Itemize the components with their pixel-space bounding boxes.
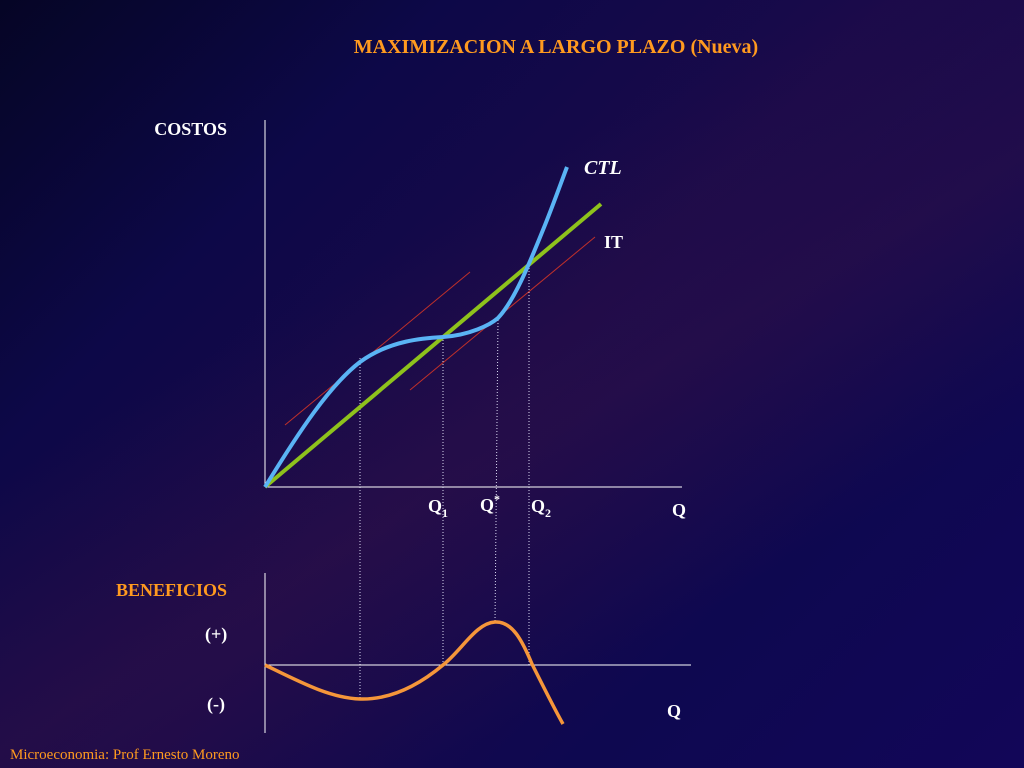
guide-line-qstar bbox=[494, 319, 499, 623]
qstar-label: Q* bbox=[480, 492, 500, 515]
q2-label: Q2 bbox=[531, 496, 551, 520]
bottom-x-axis-label: Q bbox=[667, 701, 681, 721]
positive-profit-label: (+) bbox=[205, 624, 227, 645]
top-x-axis-label: Q bbox=[672, 500, 686, 520]
negative-profit-label: (-) bbox=[207, 694, 225, 715]
footer-credit: Microeconomia: Prof Ernesto Moreno bbox=[10, 747, 240, 763]
costs-axis-label: COSTOS bbox=[154, 119, 227, 139]
top-chart: COSTOS CTL IT Q1 Q* Q2 Q bbox=[154, 119, 686, 698]
ctl-curve bbox=[263, 166, 569, 489]
ctl-label: CTL bbox=[584, 157, 622, 179]
it-label: IT bbox=[604, 232, 623, 252]
profits-axis-label: BENEFICIOS bbox=[116, 580, 227, 600]
slide-title: MAXIMIZACION A LARGO PLAZO (Nueva) bbox=[354, 36, 758, 58]
tangent-line-upper bbox=[284, 271, 471, 426]
bottom-chart: BENEFICIOS (+) (-) Q bbox=[116, 573, 691, 733]
q1-label: Q1 bbox=[428, 496, 448, 520]
profit-curve bbox=[264, 620, 565, 725]
it-line bbox=[263, 202, 603, 489]
